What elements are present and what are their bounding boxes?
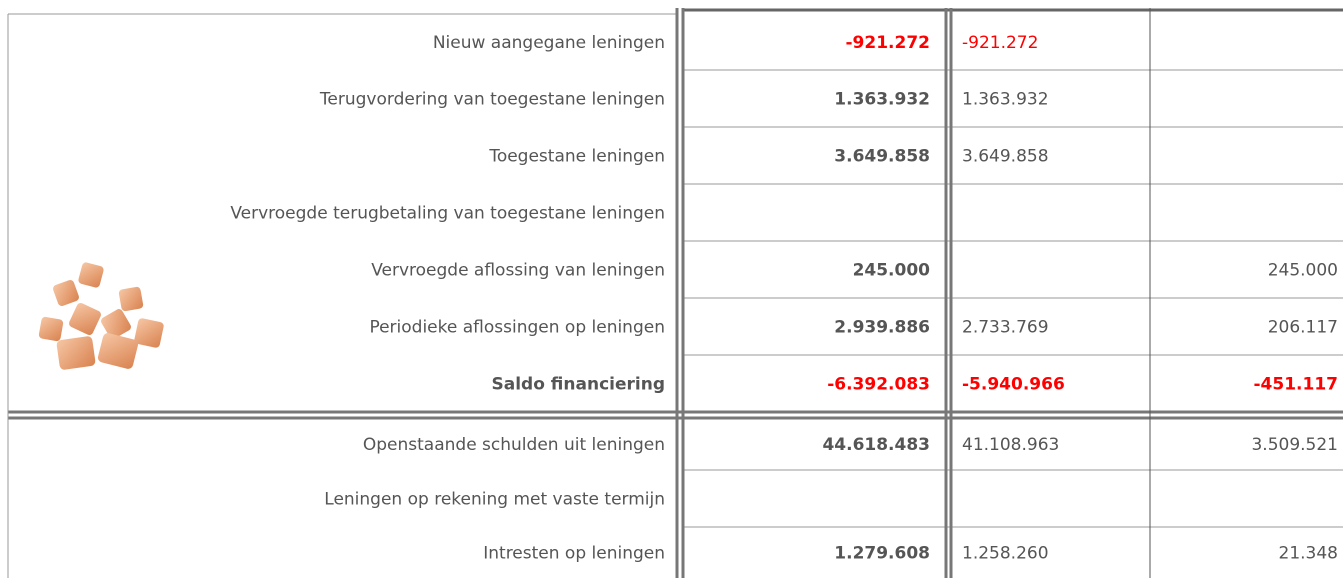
cell-value: 1.258.260 xyxy=(962,544,1049,564)
row-label: Vervroegde aflossing van leningen xyxy=(371,261,665,281)
cell-value: 1.363.932 xyxy=(834,90,930,110)
cell-value: 21.348 xyxy=(1279,544,1338,564)
row-label: Leningen op rekening met vaste termijn xyxy=(324,490,665,510)
row-label: Saldo financiering xyxy=(491,375,665,395)
cell-value: 206.117 xyxy=(1268,318,1338,338)
cell-value: 2.939.886 xyxy=(834,318,930,338)
cell-value: 3.649.858 xyxy=(962,147,1049,167)
row-label: Openstaande schulden uit leningen xyxy=(363,435,665,455)
cell-value: -5.940.966 xyxy=(962,375,1065,395)
cell-value: -921.272 xyxy=(962,33,1038,53)
row-label: Nieuw aangegane leningen xyxy=(433,33,665,53)
cell-value: 245.000 xyxy=(1268,261,1338,281)
cell-value: 245.000 xyxy=(853,261,931,281)
row-label: Intresten op leningen xyxy=(483,544,665,564)
cell-value: -921.272 xyxy=(846,33,931,53)
cell-value: 41.108.963 xyxy=(962,435,1059,455)
cell-value: 3.509.521 xyxy=(1251,435,1338,455)
cell-value: 44.618.483 xyxy=(822,435,930,455)
cell-value: -451.117 xyxy=(1254,375,1339,395)
dice-icon xyxy=(38,262,164,370)
cell-value: 2.733.769 xyxy=(962,318,1049,338)
cell-value: 1.279.608 xyxy=(834,544,930,564)
cell-value: 1.363.932 xyxy=(962,90,1049,110)
row-label: Periodieke aflossingen op leningen xyxy=(369,318,665,338)
row-label: Toegestane leningen xyxy=(488,147,665,167)
cell-value: 3.649.858 xyxy=(834,147,930,167)
row-label: Vervroegde terugbetaling van toegestane … xyxy=(230,204,665,224)
row-label: Terugvordering van toegestane leningen xyxy=(319,90,665,110)
cell-value: -6.392.083 xyxy=(827,375,930,395)
